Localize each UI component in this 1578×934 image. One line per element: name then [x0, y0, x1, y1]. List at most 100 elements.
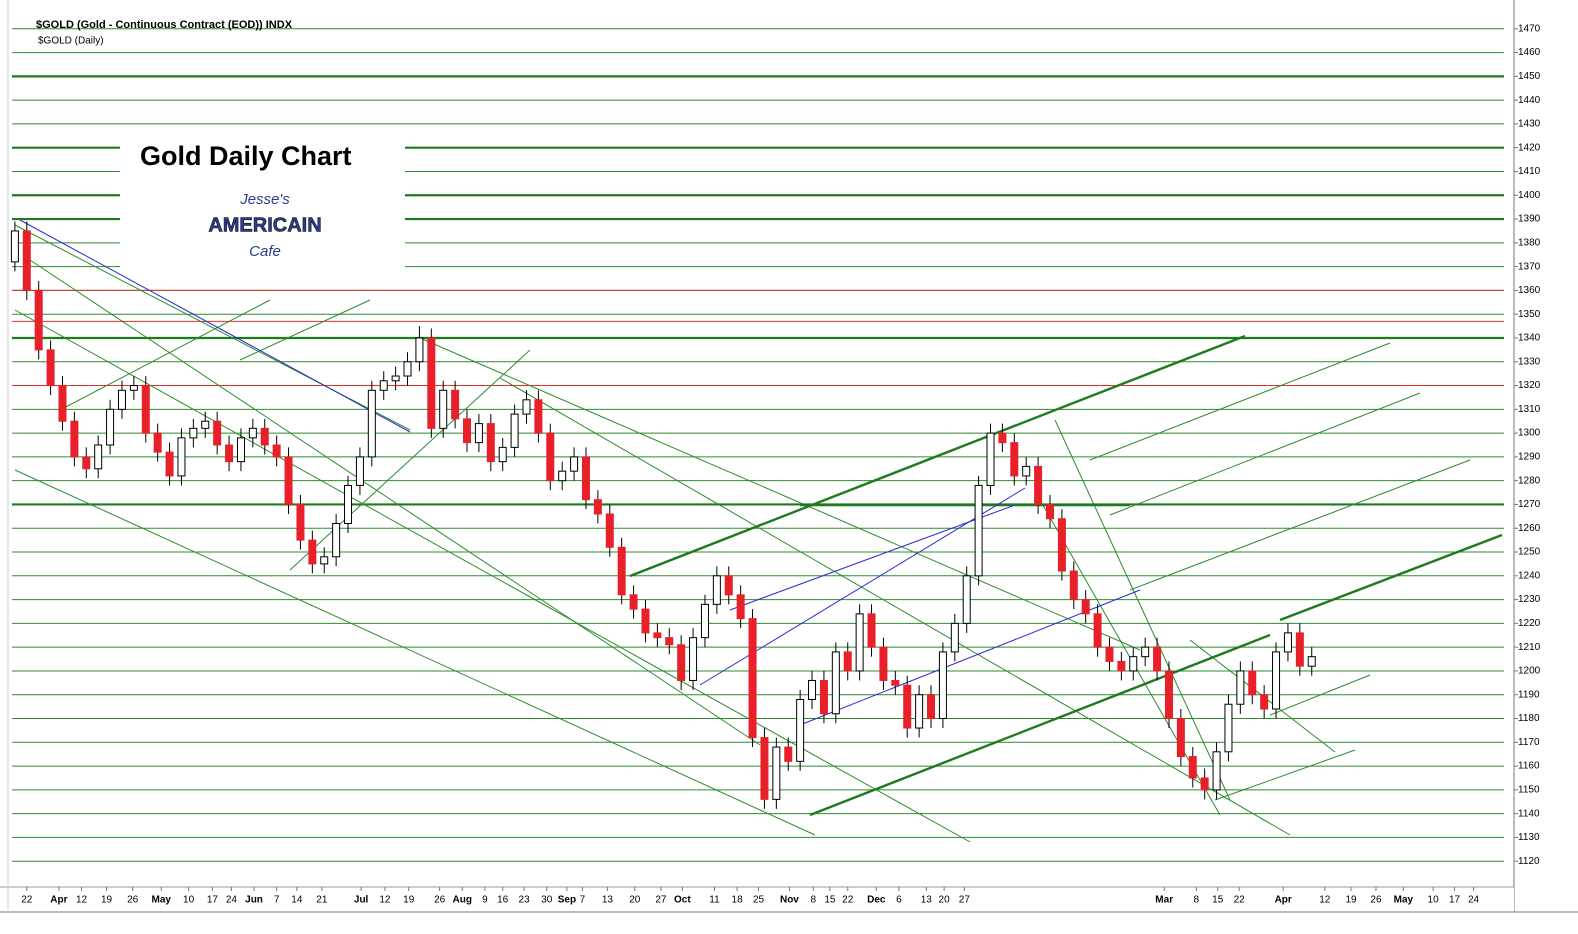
trendline — [14, 469, 816, 836]
x-tick-label: 27 — [959, 895, 971, 906]
y-tick-label: 1120 — [1518, 856, 1540, 867]
candle-body — [1129, 656, 1138, 672]
x-tick-label: 24 — [226, 895, 238, 906]
y-tick-label: 1300 — [1518, 428, 1541, 439]
candle-body — [474, 423, 483, 444]
x-tick-label: 26 — [434, 895, 446, 906]
x-tick-label: 20 — [939, 895, 951, 906]
candle-body — [1057, 518, 1066, 572]
candle-body — [129, 385, 138, 391]
candle-body — [677, 644, 686, 681]
candle-body — [1295, 632, 1304, 667]
x-tick-label: Jul — [354, 895, 369, 906]
candle-body — [22, 230, 31, 291]
candle-body — [689, 637, 698, 681]
x-tick-label: Aug — [453, 895, 472, 906]
candle-body — [1045, 503, 1054, 520]
candle-body — [141, 385, 150, 434]
y-tick-label: 1270 — [1518, 499, 1541, 510]
candle-body — [1069, 570, 1078, 601]
trendline — [1214, 749, 1356, 801]
y-tick-label: 1470 — [1518, 23, 1541, 34]
candle-body — [1283, 632, 1292, 653]
y-tick-label: 1160 — [1518, 761, 1540, 772]
candle-body — [1307, 656, 1316, 667]
candle-body — [938, 651, 947, 720]
y-tick-label: 1170 — [1518, 737, 1540, 748]
candle-body — [843, 651, 852, 672]
candle-body — [570, 456, 579, 472]
x-tick-label: 24 — [1468, 895, 1480, 906]
y-axis-panel — [1514, 0, 1578, 934]
candle-body — [70, 420, 79, 458]
candle-body — [903, 684, 912, 729]
x-tick-label: 8 — [810, 895, 816, 906]
candle-body — [819, 679, 828, 715]
candle-body — [510, 413, 519, 448]
trendline — [14, 309, 971, 843]
x-tick-label: 22 — [1234, 895, 1246, 906]
x-tick-label: Sep — [558, 895, 576, 906]
candle-body — [796, 698, 805, 762]
candle-body — [605, 513, 614, 548]
x-tick-label: 12 — [379, 895, 391, 906]
candle-body — [593, 499, 602, 515]
x-tick-label: 13 — [602, 895, 614, 906]
x-tick-label: 17 — [207, 895, 219, 906]
x-tick-label: 16 — [497, 895, 509, 906]
candle-body — [986, 432, 995, 486]
candle-body — [534, 399, 543, 434]
candle-body — [260, 427, 269, 446]
x-tick-label: 13 — [921, 895, 933, 906]
candle-body — [1141, 646, 1150, 658]
y-tick-label: 1320 — [1518, 380, 1541, 391]
candles — [10, 221, 1316, 809]
candle-body — [1212, 751, 1221, 791]
y-tick-label: 1350 — [1518, 309, 1541, 320]
candle-body — [427, 337, 436, 429]
candle-body — [10, 230, 19, 263]
trendline — [29, 259, 761, 746]
y-tick-label: 1280 — [1518, 475, 1541, 486]
candle-body — [629, 594, 638, 610]
x-tick-label: Mar — [1155, 895, 1173, 906]
candle-body — [558, 470, 567, 482]
x-tick-label: 18 — [732, 895, 744, 906]
x-tick-label: 7 — [580, 895, 586, 906]
candle-body — [34, 289, 43, 351]
candle-body — [915, 694, 924, 729]
candle-body — [522, 399, 531, 415]
logo-text: Jesse's — [239, 191, 290, 208]
x-tick-label: 22 — [21, 895, 33, 906]
y-tick-label: 1460 — [1518, 47, 1541, 58]
x-tick-label: Jun — [245, 895, 263, 906]
candle-body — [736, 594, 745, 620]
x-tick-label: 9 — [482, 895, 488, 906]
x-tick-label: 19 — [101, 895, 113, 906]
candle-body — [700, 603, 709, 639]
x-tick-label: 6 — [896, 895, 902, 906]
trendline — [239, 299, 371, 361]
x-tick-label: 26 — [127, 895, 139, 906]
candle-body — [486, 423, 495, 463]
trendline — [1089, 342, 1391, 461]
candle-body — [1200, 777, 1209, 791]
y-tick-label: 1190 — [1518, 689, 1540, 700]
candle-body — [1272, 651, 1281, 710]
candle-body — [1236, 670, 1245, 705]
candle-body — [355, 456, 364, 486]
candle-body — [1034, 465, 1043, 505]
header: $GOLD (Gold - Continuous Contract (EOD))… — [36, 19, 293, 31]
y-tick-label: 1200 — [1518, 666, 1541, 677]
candle-body — [1105, 646, 1114, 662]
x-tick-label: 12 — [1319, 895, 1331, 906]
trendline — [1279, 533, 1503, 622]
y-tick-label: 1140 — [1518, 808, 1540, 819]
y-tick-label: 1150 — [1518, 785, 1540, 796]
candle-body — [1248, 670, 1257, 696]
x-axis-panel — [0, 887, 1514, 934]
y-tick-label: 1250 — [1518, 547, 1541, 558]
trendline — [629, 334, 1246, 578]
x-tick-label: 8 — [1194, 895, 1200, 906]
candle-body — [379, 380, 388, 391]
